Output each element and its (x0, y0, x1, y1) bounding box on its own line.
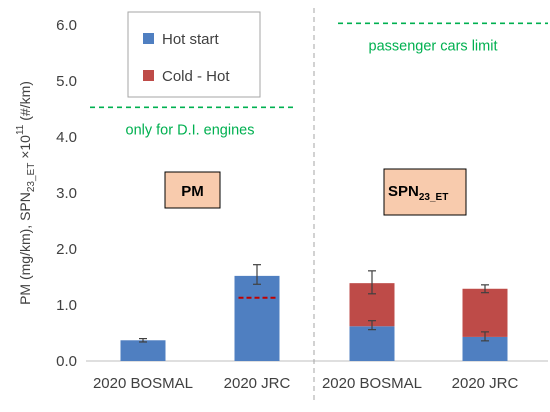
limit-label-di-engines: only for D.I. engines (126, 122, 255, 138)
y-label-main: PM (mg/km), SPN (17, 192, 33, 305)
spn-label-box (383, 168, 467, 216)
bar-cold-hot (462, 288, 508, 337)
spn-label-sub: 23_ET (419, 192, 448, 203)
y-tick-label: 4.0 (56, 129, 77, 146)
error-bars (139, 264, 489, 343)
bar-hot-start (234, 275, 280, 361)
group-label-pm: PM (164, 171, 221, 209)
y-ticks: 0.0 1.0 2.0 3.0 4.0 5.0 6.0 (56, 17, 77, 370)
x-tick-label: 2020 JRC (224, 375, 291, 392)
spn-label: SPN23_ET (388, 183, 448, 203)
pm-label-box (164, 171, 221, 209)
bar-hot-start (120, 340, 166, 361)
y-tick-label: 3.0 (56, 185, 77, 202)
y-label-sub: 23_ET (26, 163, 37, 192)
x-ticks: 2020 BOSMAL 2020 JRC 2020 BOSMAL 2020 JRC (93, 375, 519, 392)
y-label-sup: 11 (15, 124, 26, 135)
y-tick-label: 0.0 (56, 353, 77, 370)
y-tick-label: 6.0 (56, 17, 77, 34)
y-label-mult: ×10 (17, 135, 33, 163)
y-label-tail: (#/km) (17, 81, 33, 125)
legend-swatch-hot-start (143, 33, 154, 44)
plot-area: 0.0 1.0 2.0 3.0 4.0 5.0 6.0 2020 BOSMAL 2020 JR… (15, 8, 548, 400)
legend-label-cold-hot: Cold - Hot (162, 68, 230, 85)
y-tick-label: 5.0 (56, 73, 77, 90)
legend: Hot start Cold - Hot (127, 11, 261, 98)
y-axis-label: PM (mg/km), SPN23_ET ×1011 (#/km) (15, 81, 37, 305)
limit-label-passenger-cars: passenger cars limit (369, 38, 498, 54)
x-tick-label: 2020 BOSMAL (322, 375, 422, 392)
x-tick-label: 2020 JRC (452, 375, 519, 392)
y-tick-label: 2.0 (56, 241, 77, 258)
x-tick-label: 2020 BOSMAL (93, 375, 193, 392)
bar-hot-start (349, 326, 395, 361)
legend-label-hot-start: Hot start (162, 31, 220, 48)
legend-swatch-cold-hot (143, 70, 154, 81)
pm-label: PM (181, 183, 204, 200)
y-tick-label: 1.0 (56, 297, 77, 314)
group-label-spn: SPN23_ET (383, 168, 467, 216)
legend-box (127, 11, 261, 98)
spn-label-main: SPN (388, 183, 419, 200)
